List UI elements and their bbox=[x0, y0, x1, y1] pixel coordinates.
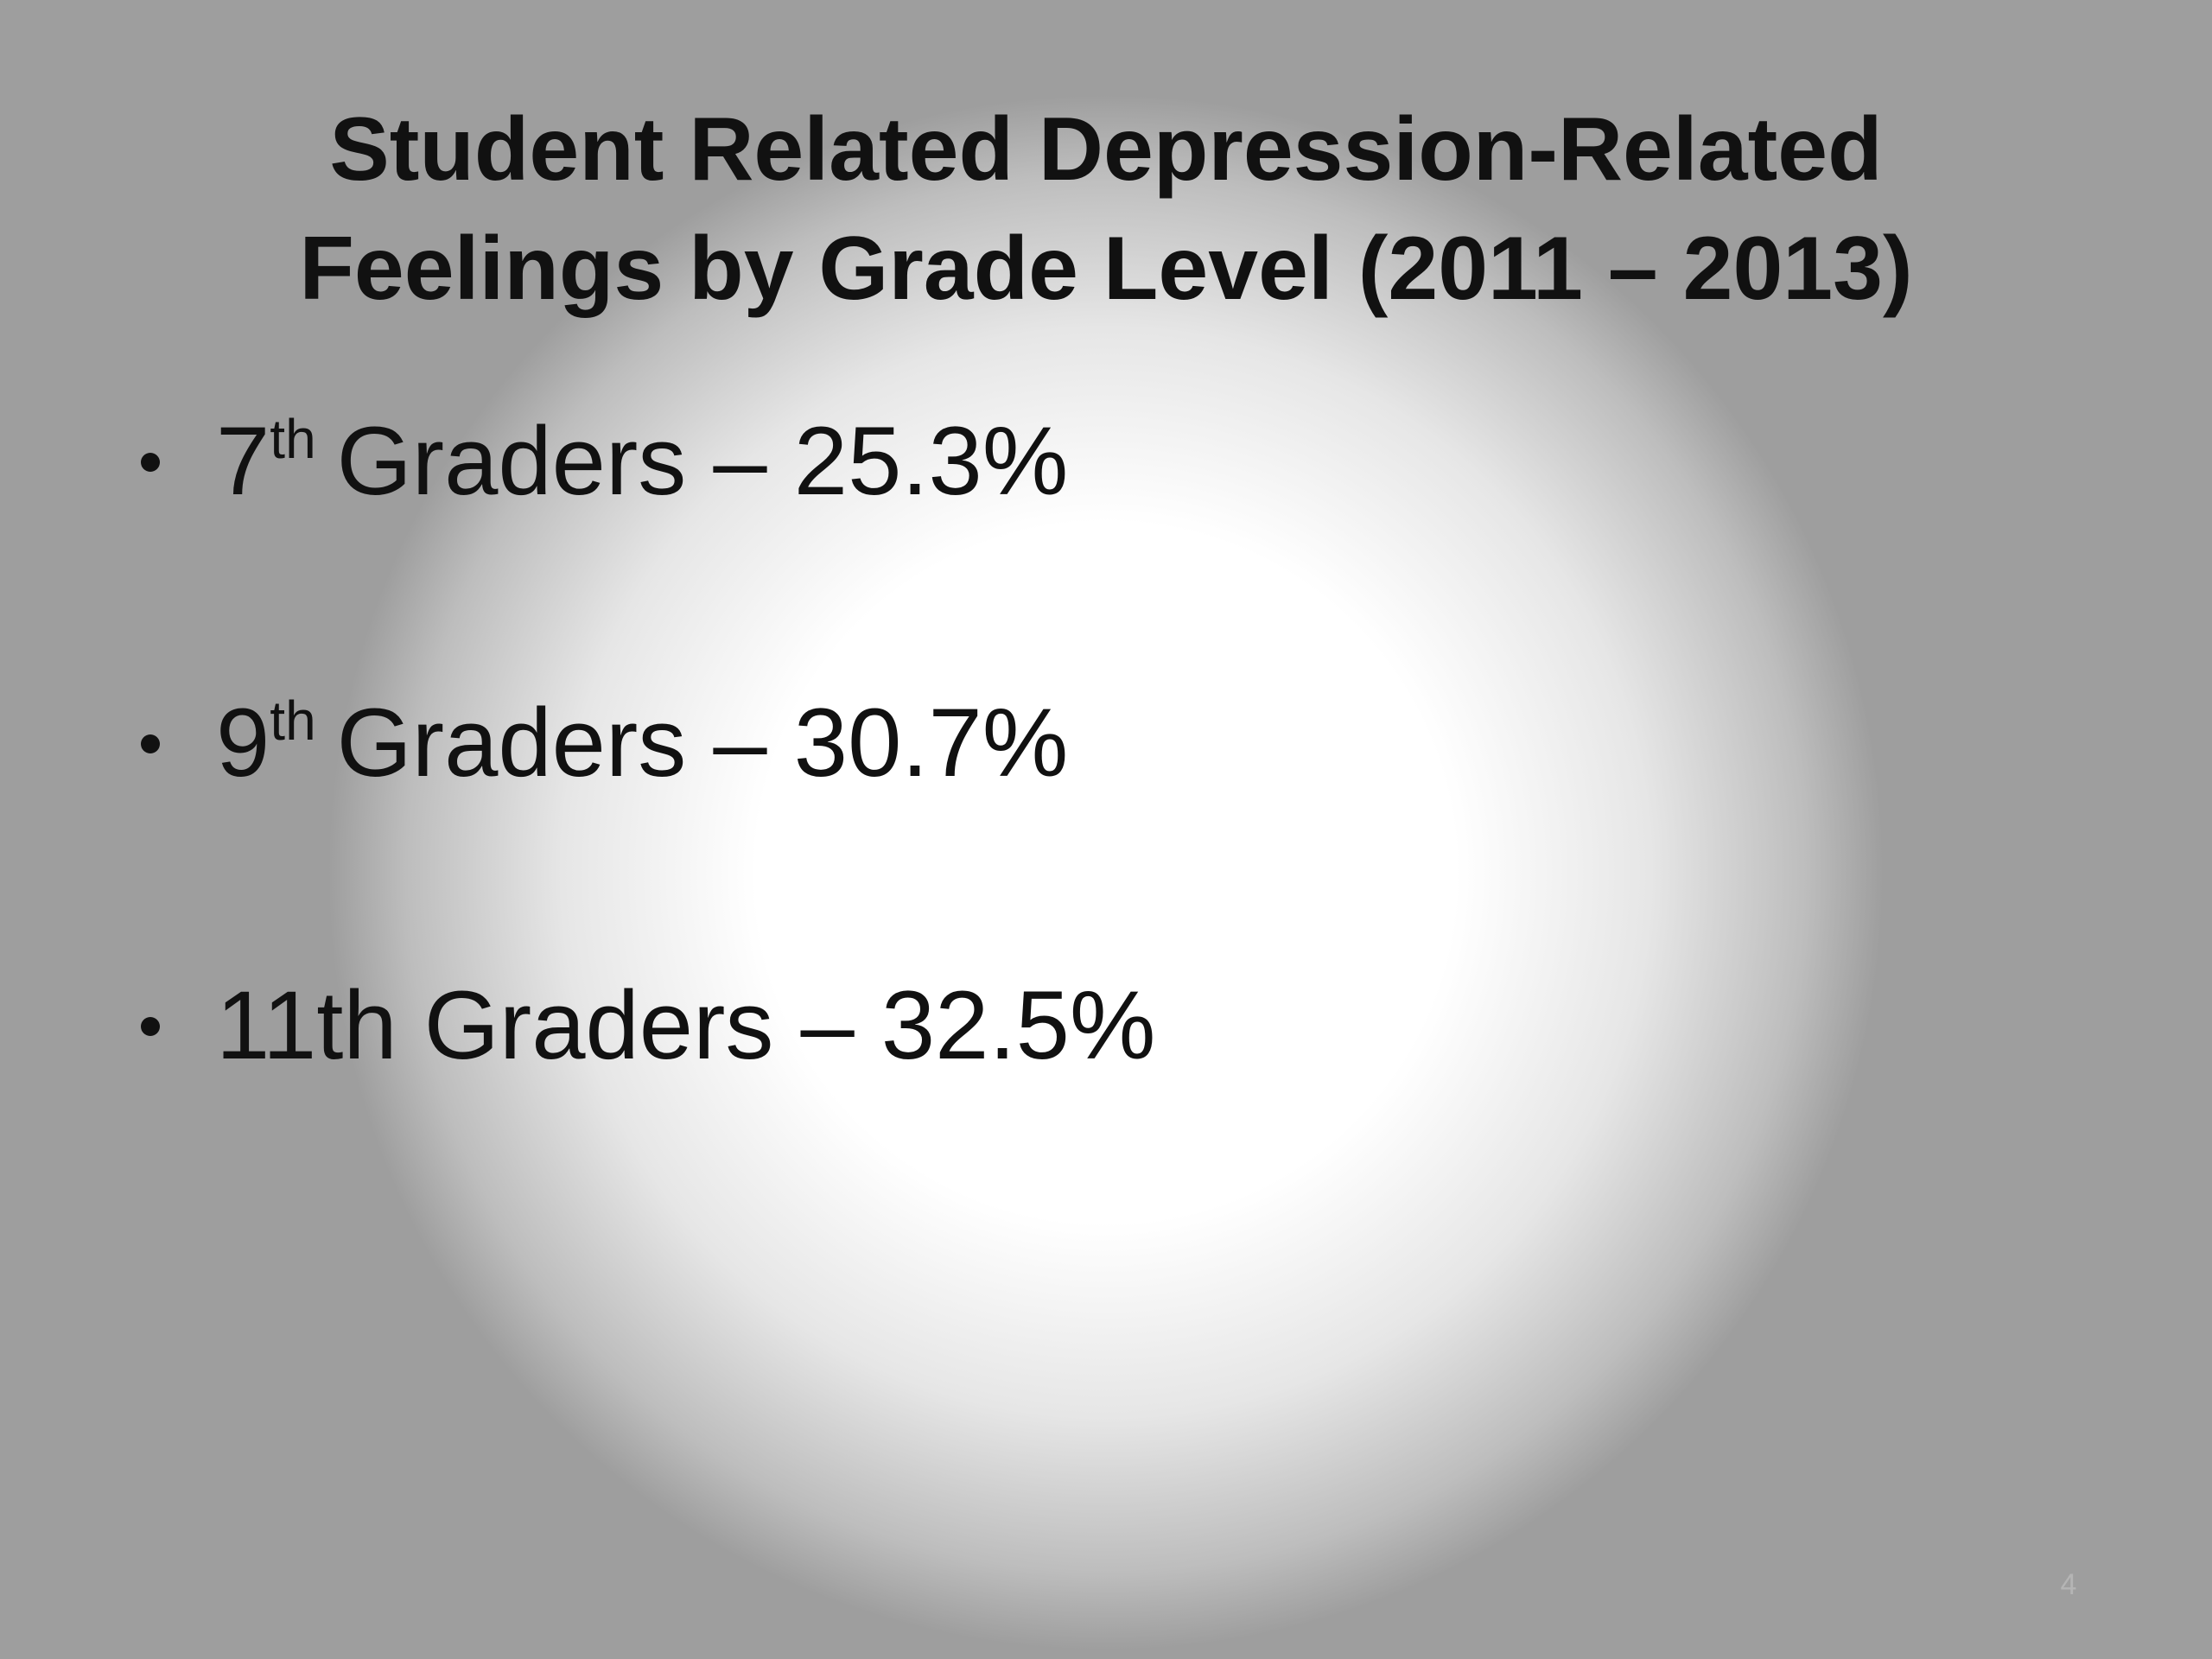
bullet-dot bbox=[141, 734, 160, 753]
bullet-body: Graders – 30.7% bbox=[337, 689, 1069, 797]
bullet-text: 9th Graders – 30.7% bbox=[216, 689, 1068, 797]
bullet-dot bbox=[141, 1017, 160, 1036]
title-line: Feelings by Grade Level (2011 – 2013) bbox=[299, 219, 1912, 319]
ordinal: 7 bbox=[216, 407, 270, 515]
bullet-body: Graders – 25.3% bbox=[337, 407, 1069, 515]
ordinal: 9 bbox=[216, 689, 270, 797]
title-line: Student Related Depression-Related bbox=[329, 99, 1882, 200]
page-number: 4 bbox=[2061, 1568, 2077, 1601]
ordinal-suffix: th bbox=[270, 408, 315, 470]
bullet-text: 11th Graders – 32.5% bbox=[216, 971, 1155, 1079]
bullet-dot bbox=[141, 453, 160, 472]
bullet-text: 7th Graders – 25.3% bbox=[216, 407, 1068, 515]
ordinal-suffix: th bbox=[270, 690, 315, 752]
